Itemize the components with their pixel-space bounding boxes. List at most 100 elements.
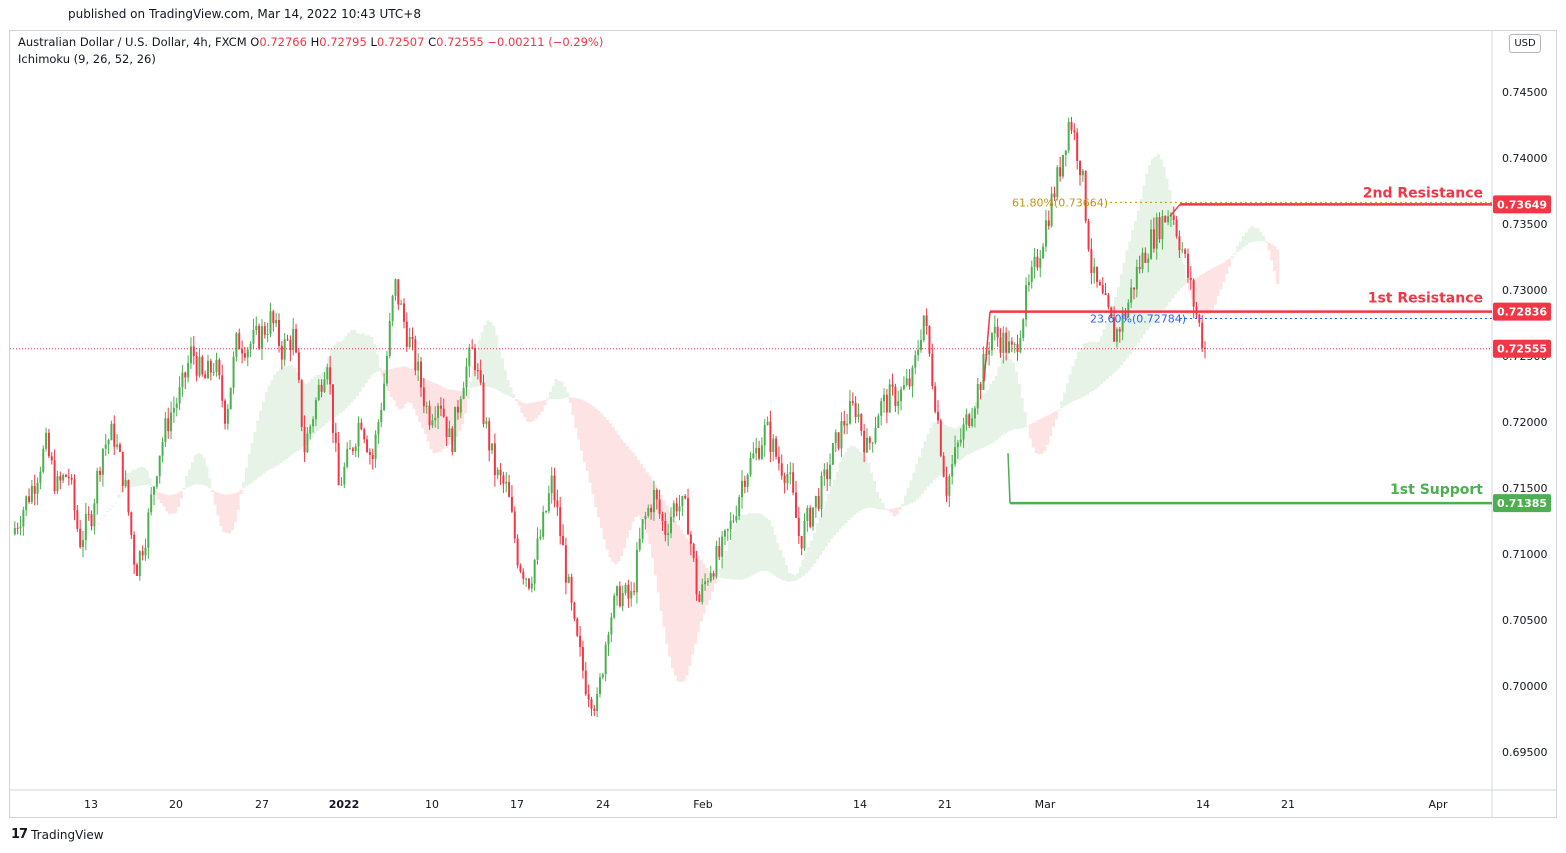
- candle-body: [232, 356, 235, 388]
- cloud-segment: [284, 366, 289, 459]
- cloud-segment: [469, 381, 473, 389]
- candle-body: [93, 503, 96, 527]
- candle-body: [113, 423, 116, 447]
- cloud-segment: [310, 379, 314, 438]
- candle-body: [195, 356, 198, 376]
- cloud-segment: [912, 472, 916, 502]
- cloud-segment: [142, 467, 147, 486]
- published-note: published on TradingView.com, Mar 14, 20…: [68, 7, 421, 21]
- cloud-segment: [1082, 343, 1087, 397]
- candle-body: [1189, 277, 1192, 281]
- cloud-segment: [673, 521, 678, 676]
- cloud-segment: [119, 485, 124, 493]
- candle-body: [1098, 281, 1101, 286]
- candle-body: [1127, 302, 1130, 318]
- candle-body: [1161, 216, 1164, 240]
- cloud-segment: [821, 509, 825, 551]
- currency-button[interactable]: USD: [1509, 34, 1541, 53]
- candle-body: [371, 454, 374, 459]
- cloud-segment: [1057, 409, 1061, 411]
- cloud-segment: [619, 439, 624, 556]
- candle-body: [30, 485, 33, 502]
- cloud-segment: [1009, 359, 1013, 431]
- candle-body: [917, 350, 920, 356]
- price-tick-label: 0.71500: [1502, 482, 1548, 495]
- candle-body: [928, 326, 931, 354]
- open-value: 0.72766: [259, 35, 307, 49]
- cloud-segment: [736, 516, 740, 580]
- candle-body: [1044, 220, 1047, 247]
- symbol-legend[interactable]: Australian Dollar / U.S. Dollar, 4h, FXC…: [18, 35, 603, 49]
- indicator-legend[interactable]: Ichimoku (9, 26, 52, 26): [18, 52, 156, 66]
- cloud-segment: [196, 453, 200, 485]
- candle-body: [533, 559, 536, 584]
- candle-body: [357, 422, 360, 447]
- candle-body: [996, 326, 999, 338]
- candle-body: [476, 370, 479, 372]
- candle-body: [1101, 285, 1104, 294]
- cloud-segment: [378, 367, 382, 372]
- candle-body: [1175, 220, 1178, 237]
- candle-body: [979, 383, 982, 390]
- candle-body: [698, 594, 701, 602]
- cloud-segment: [986, 389, 990, 446]
- cloud-segment: [1213, 267, 1217, 305]
- candle-body: [976, 383, 979, 409]
- cloud-segment: [1020, 398, 1024, 429]
- candle-body: [692, 543, 695, 559]
- cloud-segment: [977, 397, 982, 450]
- candle-body: [263, 326, 266, 335]
- candle-body: [922, 315, 925, 341]
- candle-body: [1061, 154, 1064, 177]
- cloud-segment: [230, 493, 235, 530]
- candle-body: [607, 634, 610, 645]
- cloud-segment: [1028, 424, 1033, 439]
- candle-body: [73, 479, 76, 511]
- candle-body: [340, 484, 343, 486]
- cloud-segment: [1060, 401, 1064, 409]
- cloud-segment: [955, 428, 959, 463]
- candle-body: [914, 355, 917, 368]
- candle-body: [260, 326, 263, 349]
- candle-body: [542, 511, 545, 537]
- cloud-segment: [1102, 329, 1107, 382]
- candle-body: [212, 371, 215, 373]
- cloud-segment: [813, 533, 817, 564]
- candle-body: [545, 511, 548, 513]
- cloud-segment: [1048, 414, 1053, 437]
- candle-body: [465, 366, 468, 388]
- candle-body: [451, 428, 454, 452]
- cloud-segment: [364, 335, 368, 384]
- candle-body: [59, 476, 62, 481]
- candle-body: [746, 474, 749, 487]
- cloud-segment: [1264, 241, 1268, 243]
- cloud-segment: [543, 400, 547, 406]
- time-tick-label: 10: [425, 798, 439, 811]
- candle-body: [823, 469, 826, 476]
- candle-body: [738, 497, 741, 517]
- cloud-segment: [233, 493, 237, 523]
- ichimoku-cloud: [88, 154, 1280, 683]
- cloud-segment: [563, 386, 567, 398]
- cloud-segment: [222, 494, 226, 533]
- candle-body: [902, 385, 905, 390]
- cloud-segment: [244, 467, 249, 487]
- last-price-label: 0.72555: [1497, 343, 1547, 356]
- candle-body: [627, 584, 630, 599]
- candle-body: [400, 303, 403, 305]
- candle-body: [704, 581, 707, 585]
- chart-frame[interactable]: [9, 30, 1557, 818]
- candle-body: [1144, 252, 1147, 263]
- cloud-segment: [474, 351, 479, 387]
- candle-body: [831, 443, 834, 465]
- cloud-segment: [1065, 383, 1070, 405]
- candle-body: [939, 420, 942, 456]
- cloud-segment: [111, 505, 115, 507]
- cloud-segment: [1014, 371, 1019, 430]
- candle-body: [206, 360, 209, 379]
- candle-body: [735, 516, 738, 521]
- candle-body: [743, 480, 746, 487]
- tradingview-footer[interactable]: 17 TradingView: [11, 827, 104, 842]
- candle-body: [405, 321, 408, 347]
